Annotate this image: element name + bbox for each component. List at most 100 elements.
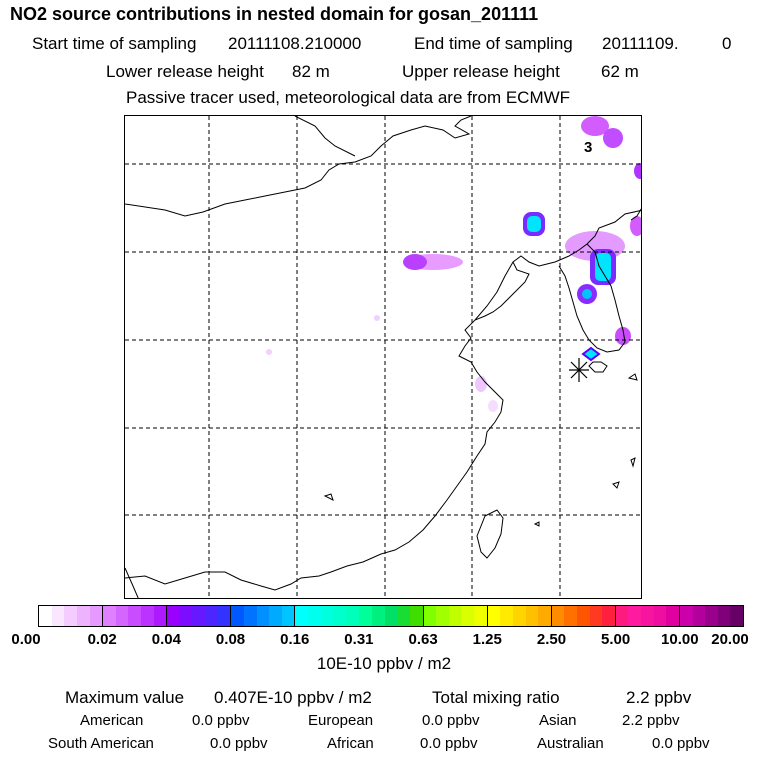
colorbar-swatch: [551, 606, 565, 626]
colorbar-tick-label: 20.00: [711, 631, 749, 648]
plume-korea-core: [595, 253, 611, 281]
taiwan-island: [476, 509, 504, 559]
colorbar-swatch: [76, 606, 90, 626]
plume-jeju: [581, 346, 601, 362]
colorbar-swatch: [308, 606, 321, 626]
colorbar-units: 10E-10 ppbv / m2: [316, 654, 452, 673]
colorbar-tick-label: 0.02: [87, 631, 117, 648]
colorbar-swatch: [730, 606, 744, 626]
plume-ne-edge: [634, 163, 641, 179]
colorbar-swatch: [436, 606, 449, 626]
colorbar-swatch: [295, 606, 308, 626]
colorbar-swatch: [192, 606, 206, 626]
colorbar-swatch: [128, 606, 141, 626]
upper-height-value: 62 m: [601, 62, 639, 81]
colorbar-swatch: [256, 606, 270, 626]
region-name-asian: Asian: [539, 712, 577, 729]
colorbar-swatch: [409, 606, 423, 626]
colorbar-swatch: [717, 606, 731, 626]
end-time-extra: 0: [722, 34, 732, 53]
plume-coast: [475, 376, 487, 392]
colorbar-swatch: [345, 606, 359, 626]
region-value-australian: 0.0 ppbv: [652, 735, 710, 752]
colorbar-swatch: [333, 606, 346, 626]
colorbar-segment: [295, 606, 360, 626]
china-coast: [125, 209, 641, 591]
lat-lon-grid: [125, 116, 641, 598]
colorbar-swatch: [320, 606, 334, 626]
plume-north-korea-core: [527, 216, 541, 232]
colorbar-swatch: [269, 606, 282, 626]
colorbar-swatch: [602, 606, 615, 626]
colorbar-swatch: [628, 606, 642, 626]
map-marker-label: 3: [584, 139, 592, 156]
colorbar-swatch: [666, 606, 679, 626]
ryukyu-island-2: [612, 481, 620, 489]
plume-north-2: [603, 128, 623, 148]
colorbar-swatch: [243, 606, 257, 626]
colorbar-swatch: [538, 606, 551, 626]
plume-speck: [266, 349, 272, 355]
plume-speck-2: [374, 315, 380, 321]
colorbar-swatch: [525, 606, 539, 626]
colorbar-swatch: [474, 606, 487, 626]
region-name-australian: Australian: [537, 735, 604, 752]
colorbar-swatch: [487, 606, 501, 626]
mongolia-border: [125, 116, 472, 217]
colorbar-segment: [551, 606, 616, 626]
colorbar-swatch: [372, 606, 385, 626]
colorbar-swatch: [423, 606, 437, 626]
colorbar-tick-label: 0.08: [215, 631, 246, 648]
colorbar-segment: [231, 606, 296, 626]
total-mixing-value: 2.2 ppbv: [626, 688, 692, 707]
colorbar-swatch: [577, 606, 590, 626]
japan-edge: [630, 208, 641, 221]
colorbar-swatch: [397, 606, 410, 626]
korea-peninsula: [558, 243, 626, 353]
coastlines: [125, 116, 641, 598]
colorbar-segment: [615, 606, 680, 626]
colorbar-tick-label: 0.63: [408, 631, 438, 648]
colorbar-swatch: [153, 606, 167, 626]
start-time-value: 20111108.210000: [228, 34, 362, 53]
colorbar-swatch: [205, 606, 218, 626]
bohai-coast: [474, 261, 514, 321]
colorbar-swatch: [39, 606, 52, 626]
colorbar-swatch: [115, 606, 129, 626]
lower-height-value: 82 m: [292, 62, 330, 81]
upper-height-label: Upper release height: [402, 62, 560, 81]
colorbar-segment: [679, 606, 744, 626]
islet: [533, 521, 540, 527]
lower-height-label: Lower release height: [106, 62, 264, 81]
region-value-south-american: 0.0 ppbv: [210, 735, 268, 752]
region-value-european: 0.0 ppbv: [422, 712, 480, 729]
russia-border: [294, 116, 356, 157]
jeju-island: [588, 361, 608, 373]
ryukyu-island-1: [630, 457, 636, 468]
plume-east-edge: [630, 216, 641, 236]
plume-coast-2: [488, 400, 498, 412]
colorbar-tick-label: 0.00: [11, 631, 41, 648]
vietnam-border: [125, 567, 139, 598]
colorbar-swatch: [140, 606, 154, 626]
region-name-african: African: [327, 735, 374, 752]
colorbar-segment: [423, 606, 488, 626]
colorbar-swatch: [705, 606, 718, 626]
colorbar-swatch: [281, 606, 295, 626]
colorbar-tick-label: 0.31: [344, 631, 374, 648]
colorbar-tick-label: 0.04: [151, 631, 181, 648]
tracer-note: Passive tracer used, meteorological data…: [126, 88, 571, 107]
max-value: 0.407E-10 ppbv / m2: [214, 688, 372, 707]
colorbar-segment: [103, 606, 168, 626]
region-value-american: 0.0 ppbv: [192, 712, 250, 729]
colorbar-swatch: [103, 606, 116, 626]
hainan-hint: [323, 493, 334, 501]
map-panel: 3: [124, 115, 642, 599]
colorbar-swatch: [641, 606, 654, 626]
colorbar-swatch: [679, 606, 693, 626]
colorbar-swatch: [384, 606, 398, 626]
region-name-south-american: South American: [48, 735, 154, 752]
region-value-asian: 2.2 ppbv: [622, 712, 680, 729]
region-name-american: American: [80, 712, 144, 729]
colorbar-swatch: [359, 606, 373, 626]
